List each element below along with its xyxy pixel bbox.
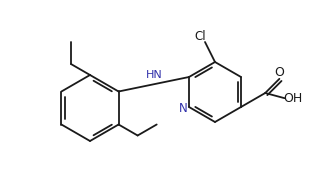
Text: HN: HN [145, 70, 162, 80]
Text: OH: OH [283, 92, 302, 105]
Text: N: N [179, 102, 188, 115]
Text: O: O [275, 66, 284, 79]
Text: Cl: Cl [194, 31, 206, 43]
